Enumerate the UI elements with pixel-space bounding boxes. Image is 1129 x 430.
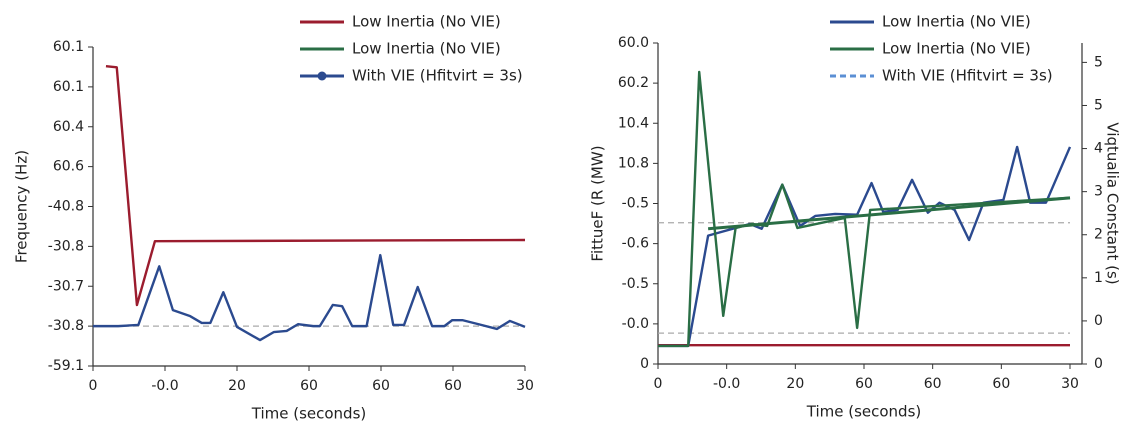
series-line [658, 70, 1071, 348]
series-line [93, 253, 526, 342]
y-tick-label: 10.4 [618, 115, 649, 131]
series-line [658, 145, 1072, 348]
x-tick-label: 60 [372, 378, 390, 394]
legend-label: With VIE (Hfitvirt = 3s) [352, 67, 523, 85]
y-tick-label: -0.5 [622, 196, 649, 212]
x-tick-label: -0.0 [713, 376, 740, 392]
y2-tick-label: 0 [1094, 356, 1103, 372]
y2-tick-label: 2 [1094, 227, 1103, 243]
x-axis-label: Time (seconds) [251, 405, 367, 423]
y2-tick-label: 5 [1094, 54, 1103, 70]
x-tick-label: 0 [89, 378, 98, 394]
x-tick-label: 60 [300, 378, 318, 394]
x-axis-label: Time (seconds) [806, 403, 922, 421]
x-tick-label: 60 [924, 376, 942, 392]
y-tick-label: -0.0 [622, 316, 649, 332]
y-tick-label: 60.4 [53, 119, 84, 135]
legend-marker [317, 71, 327, 81]
x-tick-label: 0 [654, 376, 663, 392]
y-tick-label: -59.1 [48, 358, 84, 374]
legend-label: Low Inertia (No VIE) [352, 40, 501, 58]
y-tick-label: -0.6 [622, 236, 649, 252]
legend-label: Low Inertia (No VIE) [882, 13, 1031, 31]
x-tick-label: 60 [444, 378, 462, 394]
y-tick-label: 60.2 [618, 75, 649, 91]
series-line [707, 196, 1071, 231]
x-tick-label: 20 [786, 376, 804, 392]
legend-label: Low Inertia (No VIE) [882, 40, 1031, 58]
x-tick-label: -0.0 [151, 378, 178, 394]
y-tick-label: 60.6 [53, 159, 84, 175]
x-tick-label: 30 [1061, 376, 1079, 392]
x-tick-label: 60 [992, 376, 1010, 392]
y-axis-label: Frequency (Hz) [13, 150, 31, 263]
y-axis-label: FittueF (R (MW) [589, 145, 607, 261]
y2-tick-label: 0 [1094, 313, 1103, 329]
legend-label: Low Inertia (No VIE) [352, 13, 501, 31]
y-tick-label: 60.1 [53, 79, 84, 95]
y-tick-label: -0.5 [622, 276, 649, 292]
y-tick-label: -40.8 [48, 199, 84, 215]
y-tick-label: -30.7 [48, 278, 84, 294]
y-tick-label: 60.0 [618, 35, 649, 51]
series-line [105, 64, 526, 307]
y-tick-label: 0 [640, 356, 649, 372]
x-tick-label: 30 [516, 378, 534, 394]
y2-tick-label: 4 [1094, 141, 1103, 157]
x-tick-label: 20 [228, 378, 246, 394]
y2-axis-label: Viqtualia Constant (s) [1104, 122, 1122, 284]
y-tick-label: -30.8 [48, 238, 84, 254]
y2-tick-label: 1 [1094, 270, 1103, 286]
x-tick-label: 60 [855, 376, 873, 392]
y-tick-label: -30.8 [48, 318, 84, 334]
y-tick-label: 10.8 [618, 155, 649, 171]
y-tick-label: 60.1 [53, 39, 84, 55]
y2-tick-label: 3 [1094, 184, 1103, 200]
legend-label: With VIE (Hfitvirt = 3s) [882, 67, 1053, 85]
y2-tick-label: 5 [1094, 97, 1103, 113]
